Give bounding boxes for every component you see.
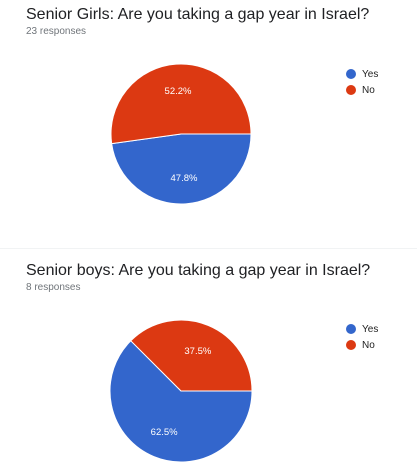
legend: Yes No [346, 321, 378, 353]
response-count: 23 responses [26, 26, 87, 37]
pie-slice-yes [109, 340, 253, 463]
chart-card-girls: Senior Girls: Are you taking a gap year … [26, 6, 378, 205]
legend-swatch-no [346, 85, 356, 95]
legend: Yes No [346, 66, 378, 98]
legend-swatch-yes [346, 324, 356, 334]
pie-slice-no [130, 319, 253, 392]
legend-label-yes: Yes [362, 323, 379, 335]
response-count: 8 responses [26, 282, 81, 293]
legend-label-yes: Yes [362, 68, 379, 80]
chart-card-boys: Senior boys: Are you taking a gap year i… [0, 256, 417, 475]
pie-slice-no [110, 63, 252, 145]
pie-slice-yes [111, 133, 252, 205]
legend-item-yes: Yes [346, 321, 378, 337]
divider [0, 248, 417, 249]
legend-swatch-yes [346, 69, 356, 79]
slice-label-yes: 62.5% [151, 427, 178, 438]
legend-item-no: No [346, 82, 378, 98]
slice-label-yes: 47.8% [171, 173, 198, 184]
pie-chart-girls: 47.8% 52.2% [110, 63, 252, 205]
legend-label-no: No [362, 84, 375, 96]
chart-title: Senior Girls: Are you taking a gap year … [26, 6, 370, 23]
slice-label-no: 52.2% [165, 86, 192, 97]
legend-label-no: No [362, 339, 375, 351]
chart-title: Senior boys: Are you taking a gap year i… [26, 262, 371, 279]
pie-chart-boys: 62.5% 37.5% [109, 319, 253, 463]
legend-item-no: No [346, 337, 378, 353]
slice-label-no: 37.5% [184, 346, 211, 357]
legend-swatch-no [346, 340, 356, 350]
legend-item-yes: Yes [346, 66, 378, 82]
